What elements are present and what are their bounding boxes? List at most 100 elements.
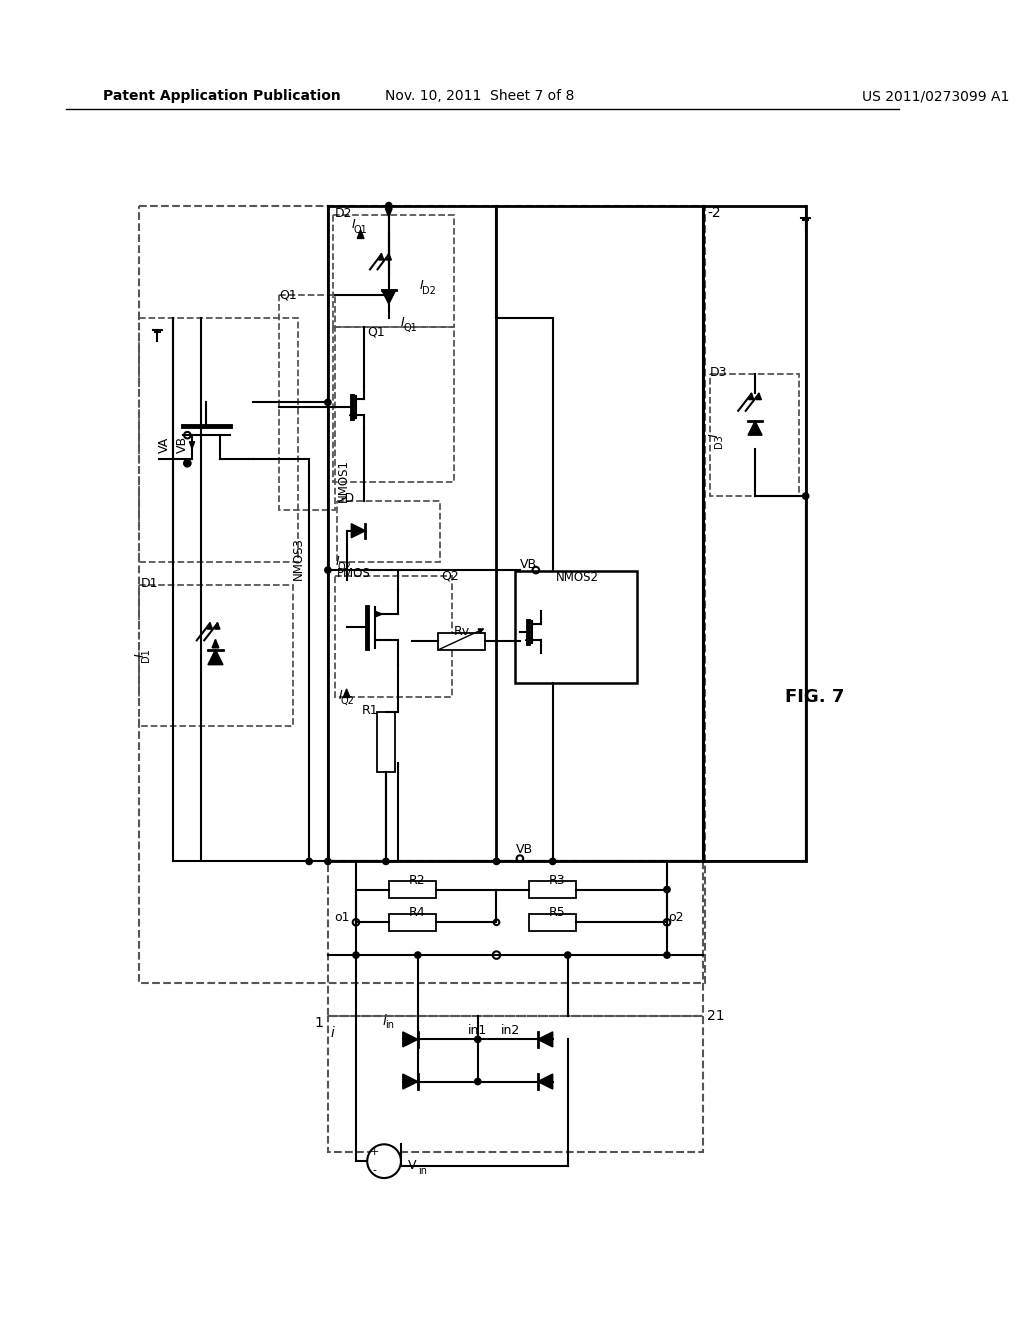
Polygon shape [207,623,212,630]
Text: Patent Application Publication: Patent Application Publication [103,88,341,103]
Text: PMOS: PMOS [337,568,371,581]
Polygon shape [538,1074,553,1089]
Circle shape [383,858,389,865]
Text: Rv: Rv [454,626,470,639]
Polygon shape [386,253,391,260]
Text: NMOS2: NMOS2 [556,572,599,583]
Bar [336,576,453,697]
Circle shape [386,203,391,209]
Bar [328,206,702,862]
Circle shape [368,1144,401,1177]
Bar [389,913,435,931]
Text: -2: -2 [708,206,721,220]
Text: R5: R5 [549,907,566,920]
Bar [280,294,336,510]
Text: Q2: Q2 [440,569,459,582]
Bar [333,327,455,482]
Circle shape [325,568,331,573]
Text: I: I [708,433,720,437]
Bar [337,500,440,561]
Circle shape [475,1078,480,1084]
Polygon shape [749,393,754,400]
Text: VA: VA [158,437,170,453]
Text: o1: o1 [334,911,349,924]
Text: I: I [336,556,339,568]
Text: R2: R2 [409,874,425,887]
Text: D1: D1 [141,648,152,663]
Text: Q1: Q1 [403,323,417,334]
Text: US 2011/0273099 A1: US 2011/0273099 A1 [862,88,1010,103]
Bar [515,572,637,684]
Text: R1: R1 [361,704,378,717]
Text: Q2: Q2 [338,562,351,573]
Text: 1: 1 [314,1016,324,1031]
Bar [138,206,706,983]
Text: I: I [351,218,355,231]
Polygon shape [349,413,355,418]
Circle shape [803,494,808,499]
Circle shape [415,952,421,958]
Polygon shape [375,611,382,616]
Text: NMOS3: NMOS3 [292,537,304,581]
Text: D2: D2 [422,286,436,296]
Bar [529,913,577,931]
Circle shape [325,858,331,865]
Text: I: I [420,279,424,292]
Text: 21: 21 [708,1008,725,1023]
Text: Q1: Q1 [368,326,385,339]
Polygon shape [212,639,219,648]
Text: D2: D2 [335,207,352,219]
Polygon shape [382,290,396,304]
Circle shape [475,1036,480,1043]
Polygon shape [756,393,762,400]
Bar [529,880,577,898]
Polygon shape [748,421,762,436]
Circle shape [353,952,358,958]
Bar [710,375,799,496]
Polygon shape [538,1032,553,1047]
Text: in: in [385,1020,394,1031]
Text: Nov. 10, 2011  Sheet 7 of 8: Nov. 10, 2011 Sheet 7 of 8 [385,88,574,103]
Text: in2: in2 [501,1023,520,1036]
Text: I: I [134,653,147,657]
Circle shape [184,461,190,466]
Text: I: I [401,317,404,329]
Polygon shape [379,253,384,260]
Circle shape [665,887,670,892]
Text: -: - [373,1166,377,1176]
Circle shape [550,858,555,865]
Text: i: i [331,1026,335,1040]
Bar [328,1016,702,1152]
Polygon shape [402,1074,418,1089]
Text: D3: D3 [710,366,728,379]
Text: Q1: Q1 [353,224,368,235]
Bar [328,862,702,1016]
Bar [702,206,806,862]
Bar [138,318,298,561]
Polygon shape [357,230,365,239]
Text: D3: D3 [715,434,724,447]
Polygon shape [343,689,350,697]
Text: Q2: Q2 [341,696,354,706]
Circle shape [306,858,312,865]
Text: +: + [370,1147,380,1156]
Text: in: in [418,1166,427,1176]
Polygon shape [385,209,392,216]
Circle shape [325,400,331,405]
Polygon shape [189,442,195,449]
Text: i: i [382,1014,386,1028]
Text: in1: in1 [468,1023,487,1036]
Text: D1: D1 [140,577,158,590]
Text: R4: R4 [409,907,425,920]
Text: NMOS1: NMOS1 [337,458,350,502]
Polygon shape [525,638,531,643]
Text: o2: o2 [669,911,684,924]
Bar [377,711,395,772]
Text: I: I [338,689,342,702]
Text: Q1: Q1 [280,288,297,301]
Polygon shape [402,1032,418,1047]
Text: FIG. 7: FIG. 7 [785,689,845,706]
Bar [138,585,293,726]
Bar [333,215,455,327]
Text: -D: -D [340,492,354,506]
